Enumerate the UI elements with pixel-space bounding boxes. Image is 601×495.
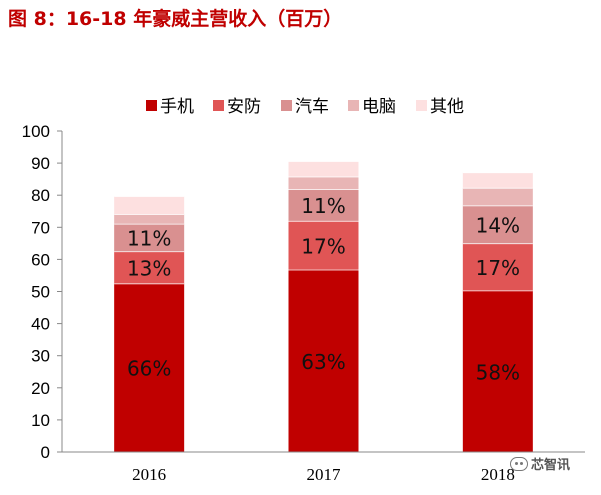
y-tick-label: 0 <box>41 443 50 462</box>
x-axis: 2016 2017 2018 <box>62 451 585 484</box>
data-label: 66% <box>127 357 171 381</box>
legend-swatch <box>348 100 359 111</box>
chart-title: 图 8：16-18 年豪威主营收入（百万） <box>8 8 343 30</box>
legend-label: 电脑 <box>362 97 396 117</box>
bar-segment-安防 <box>462 243 533 291</box>
data-label: 11% <box>301 194 345 218</box>
y-tick-label: 70 <box>31 218 50 237</box>
legend-swatch <box>281 100 292 111</box>
legend-label: 手机 <box>160 97 194 117</box>
x-tick-label: 2016 <box>132 465 166 484</box>
bar-segment-安防 <box>288 220 359 270</box>
bar-segment-汽车 <box>462 205 533 244</box>
y-tick-label: 40 <box>31 315 50 334</box>
data-label: 11% <box>127 227 171 251</box>
wechat-icon <box>510 456 528 471</box>
x-tick-label: 2017 <box>307 465 342 484</box>
legend: 手机 安防 汽车 电脑 其他 <box>146 97 464 117</box>
bar-segment-电脑 <box>288 176 359 190</box>
bar-segment-汽车 <box>288 189 359 221</box>
bar-segment-安防 <box>114 251 185 284</box>
bar-segment-电脑 <box>462 187 533 206</box>
y-tick-label: 10 <box>31 411 50 430</box>
bar-segment-其他 <box>114 196 185 215</box>
data-label: 63% <box>301 350 345 374</box>
bar-segment-汽车 <box>114 223 185 252</box>
y-tick-label: 20 <box>31 379 50 398</box>
y-tick-label: 50 <box>31 283 50 302</box>
x-tick-label: 2018 <box>481 465 515 484</box>
watermark-text: 芯智讯 <box>531 458 571 473</box>
data-label: 17% <box>301 234 345 258</box>
bar-segment-手机 <box>114 283 185 452</box>
watermark: 芯智讯 <box>510 454 570 473</box>
y-tick-label: 60 <box>31 250 50 269</box>
y-tick-label: 30 <box>31 347 50 366</box>
legend-label: 汽车 <box>295 97 329 117</box>
data-label: 17% <box>476 256 520 280</box>
bar-segment-其他 <box>288 161 359 177</box>
legend-swatch <box>416 100 427 111</box>
bar-segment-手机 <box>288 269 359 452</box>
legend-swatch <box>213 100 224 111</box>
legend-label: 安防 <box>227 97 261 117</box>
data-label: 58% <box>476 360 520 384</box>
legend-label: 其他 <box>430 97 464 117</box>
data-label: 13% <box>127 256 171 280</box>
data-label: 14% <box>476 213 520 237</box>
y-tick-label: 90 <box>31 154 50 173</box>
y-tick-label: 100 <box>22 122 50 141</box>
bar-segment-电脑 <box>114 214 185 224</box>
plot-area: 66% 13% 11% 63% 17% 11% 58% 17% 14% <box>114 160 533 452</box>
y-axis: 0 10 20 30 40 50 60 70 80 90 100 <box>22 122 63 462</box>
y-tick-label: 80 <box>31 186 50 205</box>
legend-swatch <box>146 100 157 111</box>
bar-segment-其他 <box>462 172 533 188</box>
bar-segment-手机 <box>462 290 533 452</box>
